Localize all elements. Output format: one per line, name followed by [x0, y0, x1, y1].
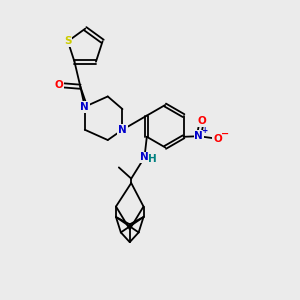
Text: O: O: [213, 134, 222, 144]
Text: N: N: [118, 125, 127, 135]
Text: N: N: [194, 131, 203, 141]
Text: H: H: [148, 154, 157, 164]
Text: N: N: [80, 102, 89, 112]
Text: O: O: [55, 80, 64, 90]
Text: −: −: [221, 129, 229, 139]
Text: S: S: [64, 36, 72, 46]
Text: +: +: [201, 126, 207, 135]
Text: N: N: [140, 152, 149, 162]
Text: O: O: [197, 116, 206, 126]
